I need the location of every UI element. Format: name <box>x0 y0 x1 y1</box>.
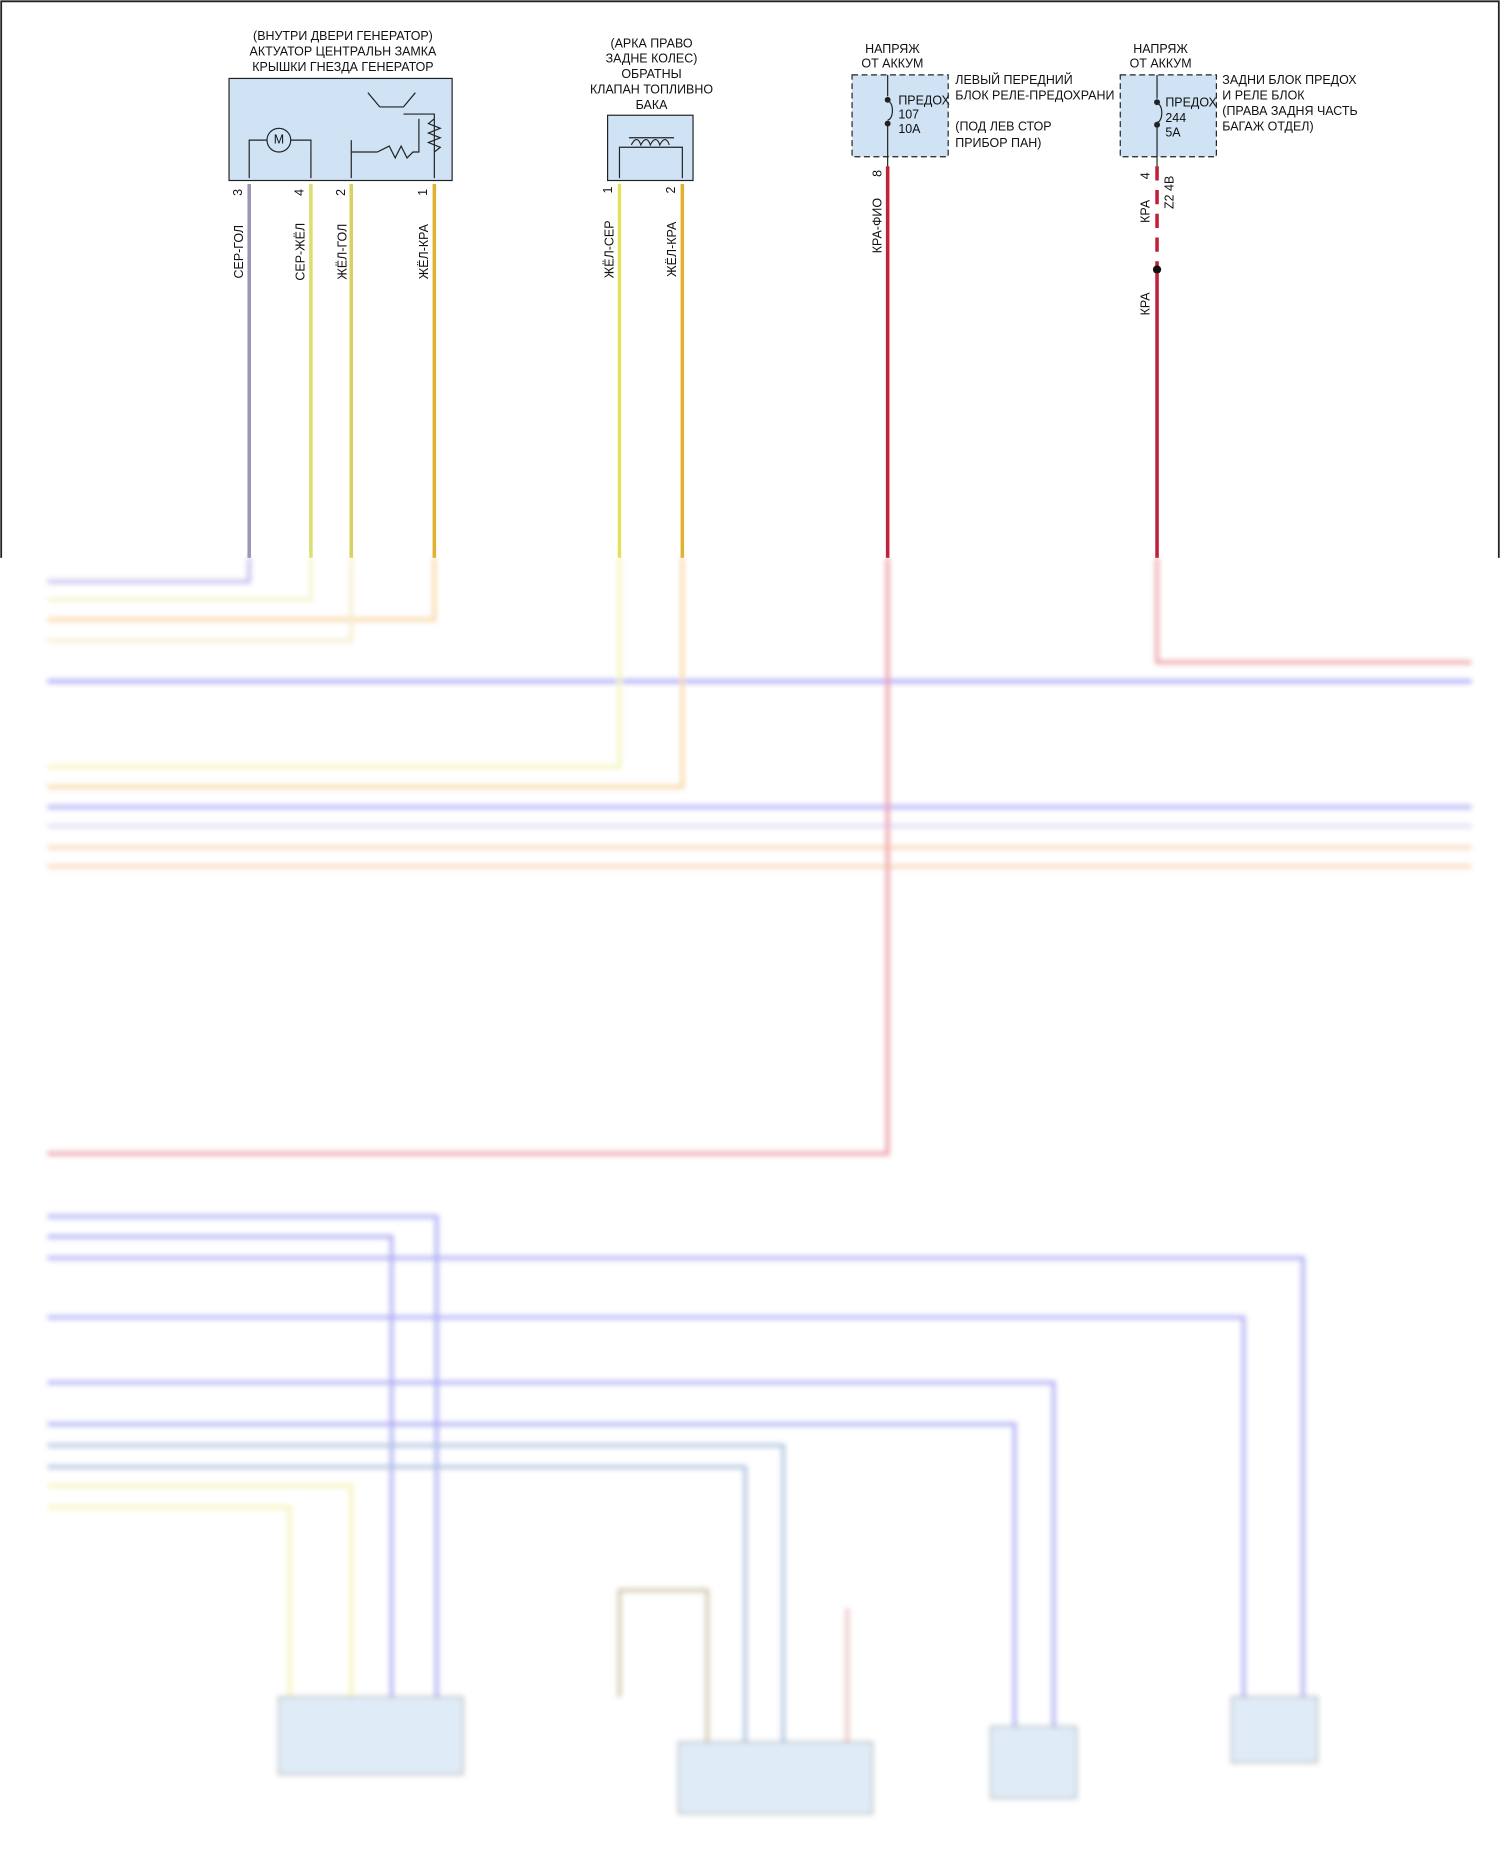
fuse-block <box>851 74 949 158</box>
wire-label: СЕР-ЖЁЛ <box>294 223 308 281</box>
fuse-rating: 5A <box>1165 125 1181 139</box>
block-label: (ПОД ЛЕВ СТОР <box>955 119 1051 133</box>
blurred-region <box>47 557 1472 1815</box>
wire-label: КРА <box>1139 199 1153 223</box>
fuse-number: 244 <box>1165 111 1186 125</box>
block-label: ЛЕВЫЙ ПЕРЕДНИЙ <box>955 72 1072 87</box>
connector-label: Z2 4B <box>1162 176 1176 209</box>
component-box <box>228 77 453 182</box>
block-label: И РЕЛЕ БЛОК <box>1222 89 1305 103</box>
wire-label: КРА-ФИО <box>870 198 884 254</box>
wire-label: ЖЁЛ-КРА <box>417 223 431 279</box>
component-title: ОБРАТНЫ <box>621 67 681 81</box>
fuse-label: ПРЕДОХ <box>898 93 950 107</box>
pin-number: 4 <box>293 189 307 196</box>
pin-number: 1 <box>416 189 430 196</box>
actuator-symbol <box>248 92 442 179</box>
wire-label: КРА <box>1139 292 1153 316</box>
pin-number: 8 <box>870 170 884 177</box>
wire-label: СЕР-ГОЛ <box>232 225 246 279</box>
wire-label: ЖЁЛ-КРА <box>665 221 679 277</box>
component-title: (ВНУТРИ ДВЕРИ ГЕНЕРАТОР) <box>253 29 433 43</box>
node <box>884 120 891 127</box>
node <box>884 96 891 103</box>
supply-label: НАПРЯЖ <box>865 42 920 56</box>
wire-label: ЖЁЛ-СЕР <box>602 220 616 278</box>
component-title: ЗАДНЕ КОЛЕС) <box>606 52 698 66</box>
component-title: (АРКА ПРАВО <box>610 36 692 50</box>
component-title: БАКА <box>636 98 668 112</box>
component-title: АКТУАТОР ЦЕНТРАЛЬН ЗАМКА <box>250 45 438 59</box>
supply-label: НАПРЯЖ <box>1133 42 1188 56</box>
fuse-rating: 10A <box>898 122 921 136</box>
fuse-block <box>1119 74 1217 158</box>
splice <box>1152 265 1162 274</box>
supply-label: ОТ АККУМ <box>861 56 923 70</box>
block-label: БАГАЖ ОТДЕЛ) <box>1222 119 1313 133</box>
fuse-label: ПРЕДОХ <box>1165 96 1217 110</box>
block-label: БЛОК РЕЛЕ-ПРЕДОХРАНИ <box>955 89 1114 103</box>
solenoid-symbol <box>618 137 683 179</box>
component-title: КРЫШКИ ГНЕЗДА ГЕНЕРАТОР <box>252 60 433 74</box>
block-label: ЗАДНИ БЛОК ПРЕДОХ <box>1222 73 1357 87</box>
pin-number: 1 <box>601 186 615 193</box>
node <box>1154 99 1161 106</box>
pin-number: 2 <box>664 186 678 193</box>
pin-number: 3 <box>231 189 245 196</box>
motor-label: M <box>274 132 284 146</box>
frame <box>0 0 1500 558</box>
pin-number: 2 <box>334 189 348 196</box>
pin-number: 4 <box>1139 172 1153 179</box>
block-label: ПРИБОР ПАН) <box>955 136 1041 150</box>
component-title: КЛАПАН ТОПЛИВНО <box>590 83 713 97</box>
fuse-number: 107 <box>898 108 919 122</box>
wire-label: ЖЁЛ-ГОЛ <box>335 224 349 280</box>
block-label: (ПРАВА ЗАДНЯ ЧАСТЬ <box>1222 104 1357 118</box>
supply-label: ОТ АККУМ <box>1130 56 1192 70</box>
node <box>1154 121 1161 128</box>
